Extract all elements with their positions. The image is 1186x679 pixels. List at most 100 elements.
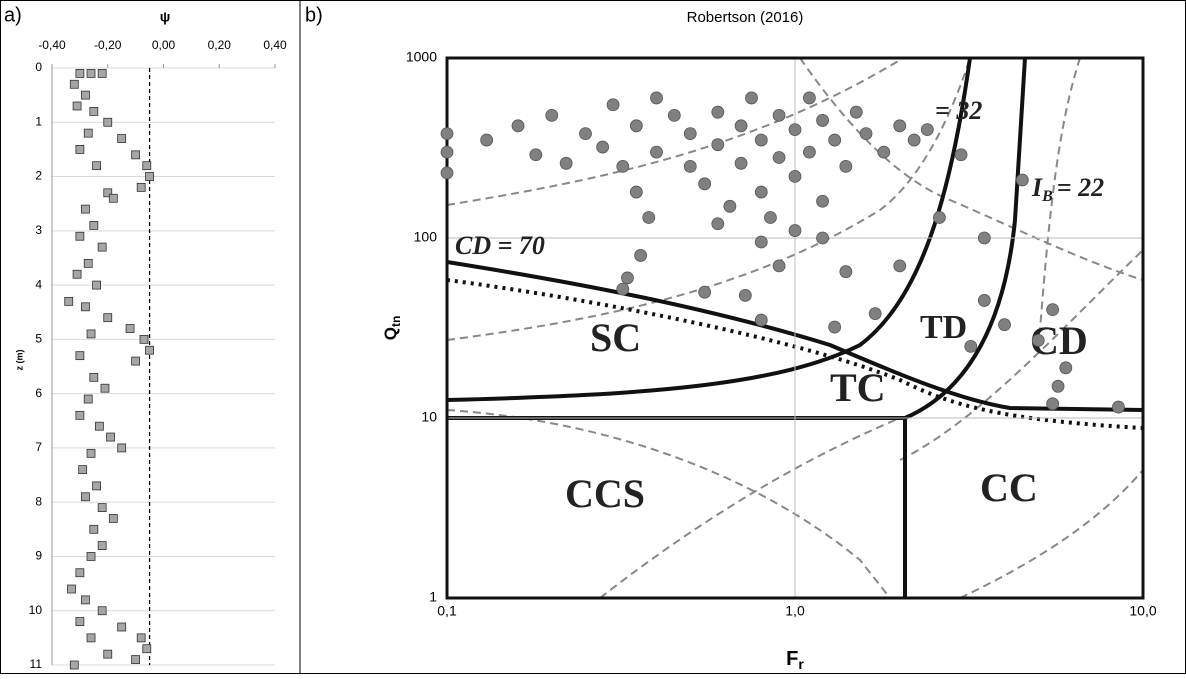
x-tick-label: 0,00: [152, 38, 176, 52]
y-tick-label: 2: [35, 169, 42, 183]
region-label: TD: [920, 309, 967, 346]
point: [859, 127, 873, 141]
point: [1046, 303, 1060, 317]
x-tick-label: -0,40: [38, 38, 66, 52]
y-tick-label: 5: [35, 332, 42, 346]
region-label: TC: [830, 365, 886, 410]
point: [877, 145, 891, 159]
point: [754, 313, 768, 327]
point: [103, 188, 113, 198]
point: [1112, 400, 1125, 414]
point: [828, 133, 842, 147]
point: [108, 193, 118, 203]
y-tick-label: 100: [414, 229, 438, 245]
region-label: SC: [590, 315, 641, 360]
point: [1031, 333, 1045, 347]
point: [1046, 397, 1060, 411]
point: [839, 265, 853, 279]
x-axis-label: ψ: [160, 9, 171, 25]
point: [97, 503, 107, 513]
region-label: = 32: [935, 96, 982, 125]
point: [86, 329, 96, 339]
point: [754, 235, 768, 249]
point: [75, 617, 85, 626]
point: [125, 324, 135, 333]
ib-label: IB = 22: [1031, 173, 1104, 205]
point: [92, 280, 101, 290]
point: [131, 356, 141, 366]
y-tick-label: 4: [35, 277, 42, 291]
point: [529, 148, 543, 162]
point: [977, 294, 991, 307]
point: [683, 127, 697, 141]
point: [788, 169, 802, 183]
point: [803, 145, 816, 159]
point: [94, 421, 104, 431]
point: [117, 622, 127, 632]
point: [839, 159, 853, 173]
point: [136, 182, 146, 192]
point: [893, 119, 907, 133]
point: [650, 145, 663, 159]
point: [83, 128, 93, 138]
point: [977, 231, 991, 245]
point: [75, 231, 85, 241]
point: [723, 199, 737, 213]
point: [103, 117, 113, 127]
point: [667, 108, 681, 122]
panel-label: a): [4, 4, 22, 26]
point: [1059, 361, 1073, 375]
point: [440, 127, 454, 141]
point: [998, 318, 1011, 332]
x-tick-label: 10,0: [1129, 603, 1156, 619]
y-axis-label: Qtn: [381, 316, 403, 341]
point: [64, 296, 74, 306]
point: [81, 90, 90, 100]
point: [634, 249, 647, 262]
plot-b: [447, 58, 1143, 598]
y-tick-label: 3: [35, 223, 42, 237]
point: [964, 339, 978, 353]
point: [86, 552, 96, 561]
point: [711, 217, 725, 231]
y-tick-label: 8: [35, 494, 42, 508]
point: [81, 492, 90, 502]
point: [108, 514, 118, 523]
point: [629, 185, 643, 199]
y-tick-label: 1: [35, 114, 42, 128]
point: [83, 258, 93, 268]
point: [440, 145, 454, 159]
chart-title: Robertson (2016): [687, 9, 804, 26]
point: [893, 259, 907, 273]
y-tick-label: 1000: [406, 49, 437, 65]
point: [100, 383, 110, 393]
point: [606, 98, 620, 112]
x-tick-label: 0,20: [208, 38, 232, 52]
point: [1051, 379, 1065, 393]
point: [745, 91, 758, 105]
point: [75, 410, 85, 420]
point: [89, 524, 99, 534]
point: [849, 105, 863, 119]
x-label-text: F: [786, 648, 798, 670]
point: [683, 159, 697, 173]
point: [629, 119, 643, 133]
y-tick-label: 7: [35, 440, 42, 454]
point: [89, 107, 99, 116]
point: [788, 123, 802, 137]
y-tick-label: 10: [421, 409, 437, 425]
ib-symbol: I: [1031, 173, 1043, 202]
y-tick-label: 6: [35, 386, 42, 400]
point: [816, 231, 829, 245]
point: [75, 69, 85, 78]
point: [117, 443, 127, 453]
point: [754, 185, 768, 199]
point: [734, 119, 748, 133]
point: [75, 145, 85, 154]
x-tick-label: 1,0: [785, 603, 805, 619]
point: [145, 345, 154, 355]
point: [81, 204, 90, 214]
ib-text: = 22: [1057, 173, 1104, 202]
point: [772, 259, 786, 273]
